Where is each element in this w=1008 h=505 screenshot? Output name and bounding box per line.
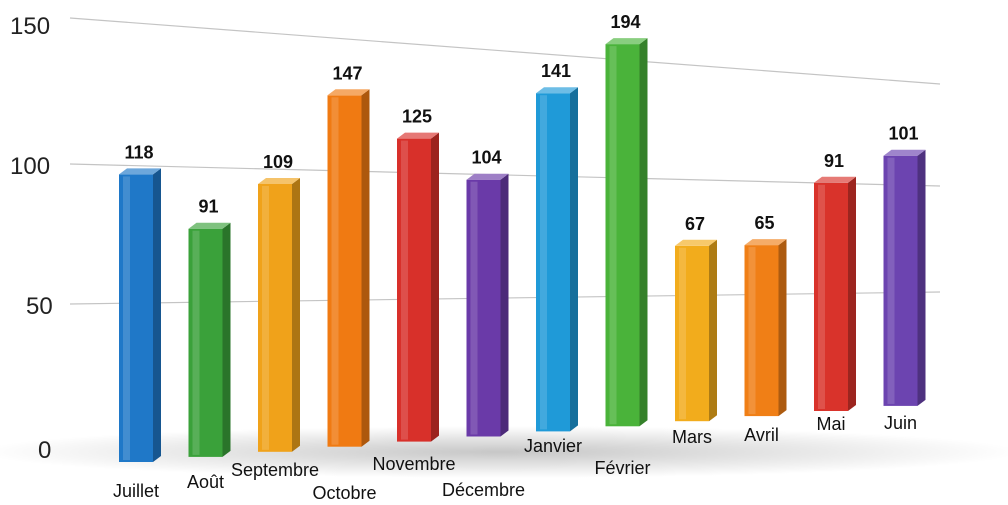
bar-top xyxy=(675,239,717,246)
bar xyxy=(397,132,439,442)
value-label: 67 xyxy=(685,214,705,234)
bar-highlight xyxy=(540,95,547,430)
y-tick-label: 100 xyxy=(10,153,50,180)
bar-side xyxy=(917,149,926,406)
bar-side xyxy=(222,222,231,457)
bar-highlight xyxy=(748,247,756,415)
category-label: Août xyxy=(187,472,224,492)
category-label: Septembre xyxy=(231,460,319,480)
bar-side xyxy=(292,178,300,452)
bar-top xyxy=(327,89,370,96)
bar-highlight xyxy=(887,157,895,404)
value-labels: 118 91 109 147 125 104 141 194 67 65 91 101 xyxy=(124,12,918,234)
bar-top xyxy=(744,239,787,246)
category-label: Juillet xyxy=(113,481,159,501)
bar-top xyxy=(119,168,161,175)
category-label: Mars xyxy=(672,427,712,447)
bar xyxy=(814,176,856,411)
bar-side xyxy=(570,87,578,432)
bar-highlight xyxy=(192,230,200,455)
bar-side xyxy=(848,176,856,411)
bar-top xyxy=(258,178,300,184)
value-label: 194 xyxy=(610,12,640,32)
bar-top xyxy=(536,87,578,94)
category-label: Novembre xyxy=(372,454,455,474)
bar-highlight xyxy=(679,247,686,420)
y-axis: 150 100 50 0 xyxy=(10,13,53,464)
bar xyxy=(744,239,787,417)
value-label: 125 xyxy=(402,107,432,127)
bar-top xyxy=(883,149,926,156)
bar-side xyxy=(153,168,161,462)
y-tick-label: 150 xyxy=(10,13,50,40)
bar-highlight xyxy=(123,176,130,460)
bar-highlight xyxy=(609,46,617,425)
bar-top xyxy=(397,132,439,139)
bar-side xyxy=(361,89,370,447)
y-tick-label: 0 xyxy=(38,437,51,464)
bar xyxy=(883,149,926,406)
value-label: 118 xyxy=(124,142,153,162)
category-label: Février xyxy=(594,458,650,478)
value-label: 101 xyxy=(888,124,918,144)
category-label: Mai xyxy=(816,414,845,434)
bar-top xyxy=(188,222,231,229)
value-label: 104 xyxy=(471,148,501,168)
bars xyxy=(119,38,926,462)
value-label: 91 xyxy=(198,197,218,217)
bar-side xyxy=(500,173,509,437)
value-label: 65 xyxy=(754,213,774,233)
bar xyxy=(536,87,578,432)
bar-top xyxy=(605,38,648,45)
bar-side xyxy=(431,132,439,442)
bar xyxy=(258,178,300,452)
bar-side xyxy=(709,239,717,422)
bar-side xyxy=(778,239,787,417)
bar-highlight xyxy=(262,186,269,450)
category-label: Octobre xyxy=(312,483,376,503)
category-label: Décembre xyxy=(442,480,525,500)
bar-highlight xyxy=(331,97,339,445)
bar-side xyxy=(639,38,648,427)
bar xyxy=(675,239,717,422)
y-tick-label: 50 xyxy=(26,293,53,320)
bar-top xyxy=(814,176,856,183)
bar-highlight xyxy=(401,140,408,440)
bar-top xyxy=(466,173,509,180)
bar-highlight xyxy=(470,181,478,435)
category-labels: Juillet Août Septembre Octobre Novembre Décem… xyxy=(113,413,917,503)
floor-shadow xyxy=(0,426,1008,478)
category-label: Juin xyxy=(884,413,917,433)
bar xyxy=(327,89,370,447)
gridline xyxy=(69,17,941,85)
bar xyxy=(119,168,161,462)
bar xyxy=(188,222,231,457)
category-label: Janvier xyxy=(524,436,582,456)
bar xyxy=(466,173,509,437)
value-label: 141 xyxy=(541,61,571,81)
bar-highlight xyxy=(818,184,825,409)
category-label: Avril xyxy=(744,425,779,445)
value-label: 91 xyxy=(824,151,844,171)
bar xyxy=(605,38,648,427)
value-label: 147 xyxy=(332,63,362,83)
value-label: 109 xyxy=(263,152,293,172)
